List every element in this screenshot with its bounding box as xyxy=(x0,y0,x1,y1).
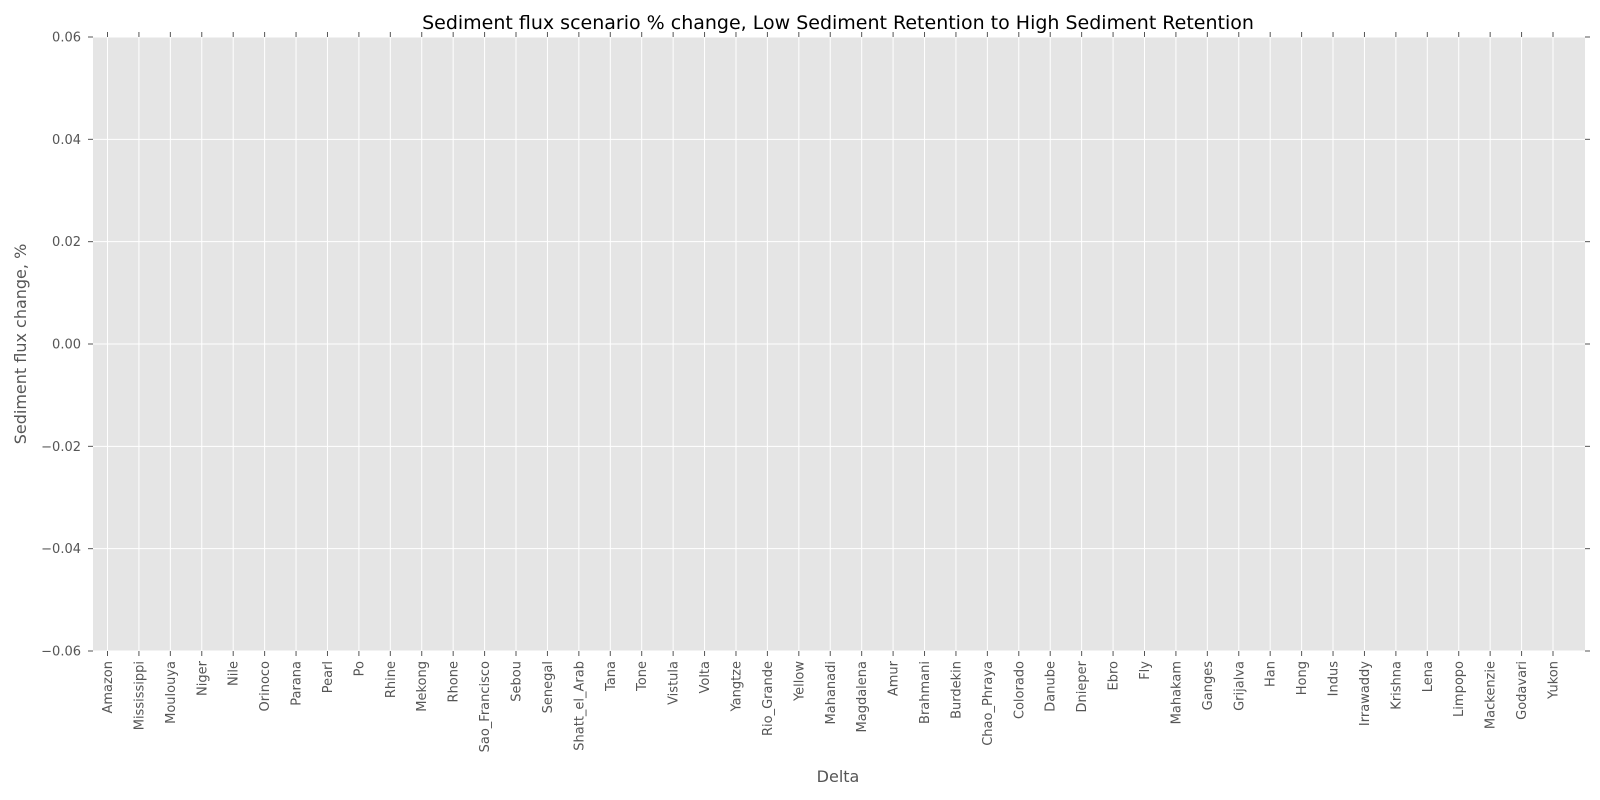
x-tick-label: Indus xyxy=(1327,661,1342,697)
x-tick-label: Krishna xyxy=(1389,661,1404,710)
grid-lines xyxy=(93,36,1585,652)
x-tick-label: Amur xyxy=(887,660,902,696)
x-tick-label: Magdalena xyxy=(855,661,870,732)
x-tick-label: Mississippi xyxy=(132,661,147,730)
x-tick-label: Grijalva xyxy=(1232,661,1247,711)
x-tick-label: Tana xyxy=(604,661,619,692)
x-tick-label: Volta xyxy=(698,661,713,694)
y-tick-label: 0.06 xyxy=(52,31,81,46)
x-tick-label: Mahakam xyxy=(1169,661,1184,724)
x-tick-label: Limpopo xyxy=(1452,661,1467,717)
ticks xyxy=(88,32,1590,656)
x-tick-label: Mahanadi xyxy=(824,661,839,724)
y-axis-label: Sediment flux change, % xyxy=(11,244,30,445)
x-tick-label: Godavari xyxy=(1515,661,1530,720)
x-tick-label: Chao_Phraya xyxy=(981,661,996,746)
x-tick-label: Tone xyxy=(635,661,650,692)
x-tick-label: Rhine xyxy=(384,661,399,698)
x-tick-label: Irrawaddy xyxy=(1358,661,1373,726)
x-tick-label: Rhone xyxy=(447,661,462,702)
x-tick-label: Danube xyxy=(1044,661,1059,712)
x-tick-label: Mekong xyxy=(415,661,430,712)
x-tick-label: Brahmani xyxy=(918,661,933,724)
x-tick-label: Sebou xyxy=(510,661,525,702)
y-tick-label: −0.02 xyxy=(41,440,81,455)
y-tick-label: 0.00 xyxy=(52,338,81,353)
x-tick-label: Yukon xyxy=(1547,661,1562,700)
x-tick-label: Yangtze xyxy=(729,661,744,713)
x-tick-label: Dnieper xyxy=(1075,660,1090,712)
x-tick-label: Burdekin xyxy=(949,661,964,719)
x-tick-label: Sao_Francisco xyxy=(478,661,493,752)
x-tick-label: Amazon xyxy=(101,661,116,714)
y-tick-labels: 0.06 0.04 0.02 0.00 −0.02 −0.04 −0.06 xyxy=(41,31,81,660)
x-tick-labels: Amazon Mississippi Moulouya Niger Nile Orinoc… xyxy=(101,660,1562,752)
x-tick-label: Po xyxy=(352,661,367,676)
y-tick-label: 0.04 xyxy=(52,133,81,148)
x-tick-label: Ebro xyxy=(1107,661,1122,691)
y-tick-label: −0.06 xyxy=(41,645,81,660)
x-tick-label: Fly xyxy=(1138,661,1153,680)
x-tick-label: Ganges xyxy=(1201,661,1216,711)
x-tick-label: Nile xyxy=(227,661,242,686)
x-tick-label: Hong xyxy=(1295,661,1310,695)
x-tick-label: Lena xyxy=(1421,661,1436,692)
y-tick-label: −0.04 xyxy=(41,542,81,557)
y-tick-label: 0.02 xyxy=(52,235,81,250)
x-tick-label: Niger xyxy=(195,660,210,696)
x-tick-label: Shatt_el_Arab xyxy=(572,661,587,751)
x-tick-label: Moulouya xyxy=(164,661,179,724)
x-tick-label: Han xyxy=(1264,661,1279,687)
x-tick-label: Senegal xyxy=(541,661,556,713)
x-axis-label: Delta xyxy=(817,767,860,786)
x-tick-label: Orinoco xyxy=(258,661,273,712)
x-tick-label: Yellow xyxy=(792,661,807,702)
x-tick-label: Mackenzie xyxy=(1484,661,1499,729)
x-tick-label: Colorado xyxy=(1012,661,1027,719)
x-tick-label: Vistula xyxy=(667,661,682,705)
x-tick-label: Pearl xyxy=(321,661,336,693)
x-tick-label: Rio_Grande xyxy=(761,661,776,736)
chart-title: Sediment flux scenario % change, Low Sed… xyxy=(422,12,1254,34)
x-tick-label: Parana xyxy=(290,661,305,706)
